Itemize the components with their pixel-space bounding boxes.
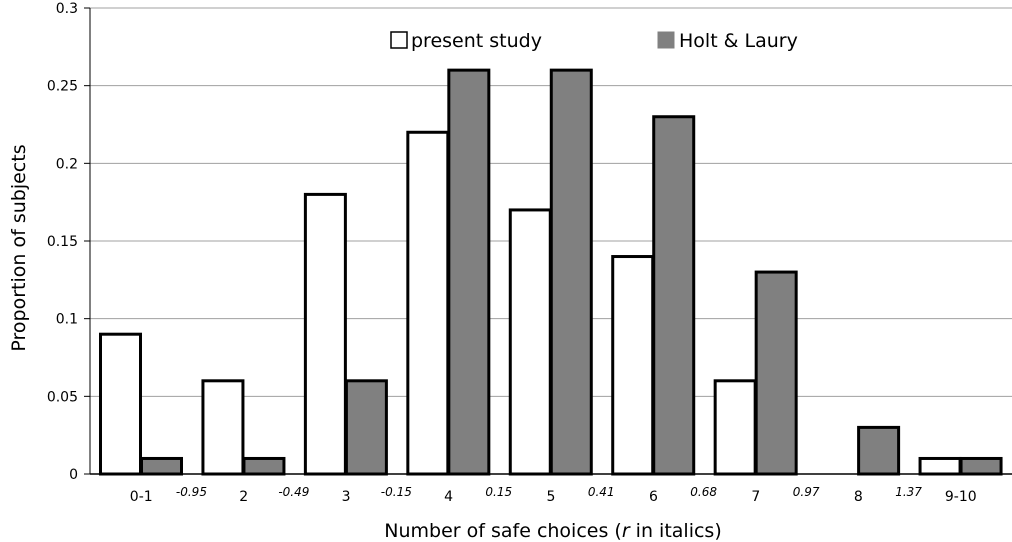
bar-holt-laury-4 [447,68,491,476]
bar-holt-laury-9-10 [959,456,1003,476]
r-value-label: 0.68 [690,485,717,499]
bar-present-study-0-1 [99,332,142,476]
legend-swatch-present-study [390,31,408,49]
y-tick-labels: 0 0.05 0.1 0.15 0.2 0.25 0.3 [47,1,78,483]
bar-present-study-9-10 [918,456,962,476]
y-axis-title: Proportion of subjects [8,144,30,351]
bar-present-study-6 [611,255,655,476]
x-tick-label: 8 [854,489,863,505]
x-tick-label: 2 [239,489,248,505]
legend-label-present-study: present study [411,30,542,52]
bar-holt-laury-6 [652,115,696,476]
legend-label-holt-laury: Holt & Laury [679,30,798,52]
bar-present-study-7 [713,379,757,476]
r-value-label: -0.49 [278,485,309,499]
y-tick-label: 0.05 [47,389,78,405]
r-value-label: 0.97 [793,485,820,499]
bar-present-study-5 [508,208,552,476]
x-tick-label: 9-10 [945,489,977,505]
y-tick-label: 0.3 [56,1,78,17]
bar-holt-laury-3 [344,379,388,476]
axes [89,8,1012,475]
x-tick-label: 0-1 [130,489,153,505]
y-tick-label: 0.25 [47,79,78,95]
bar-present-study-3 [303,192,347,476]
y-tick-label: 0.1 [56,312,78,328]
y-tick-label: 0.2 [56,156,78,172]
bars [99,68,1003,476]
bar-present-study-2 [201,379,245,476]
x-tick-label: 7 [751,489,760,505]
legend-swatch-holt-laury [657,31,675,49]
bar-holt-laury-8 [857,425,901,476]
bar-holt-laury-2 [242,456,286,476]
y-tick-label: 0.15 [47,234,78,250]
x-tick-label: 3 [342,489,351,505]
y-tick-label: 0 [69,467,78,483]
r-value-label: 1.37 [895,485,922,499]
bar-holt-laury-7 [754,270,798,476]
r-value-label: 0.15 [485,485,512,499]
x-tick-labels: 0-1 2 3 4 5 6 7 8 9-10 [130,489,977,505]
r-value-label: 0.41 [588,485,615,499]
r-value-label: -0.15 [381,485,412,499]
r-value-label: -0.95 [176,485,207,499]
bar-holt-laury-0-1 [140,456,183,476]
bar-present-study-4 [406,130,450,476]
x-tick-label: 5 [547,489,556,505]
r-labels: -0.95 -0.49 -0.15 0.15 0.41 0.68 0.97 1.37 [176,485,922,499]
x-tick-label: 6 [649,489,658,505]
x-tick-label: 4 [444,489,453,505]
legend: present study Holt & Laury [390,30,798,52]
bar-holt-laury-5 [549,68,593,476]
x-axis-title: Number of safe choices (r in italics) [384,520,721,542]
